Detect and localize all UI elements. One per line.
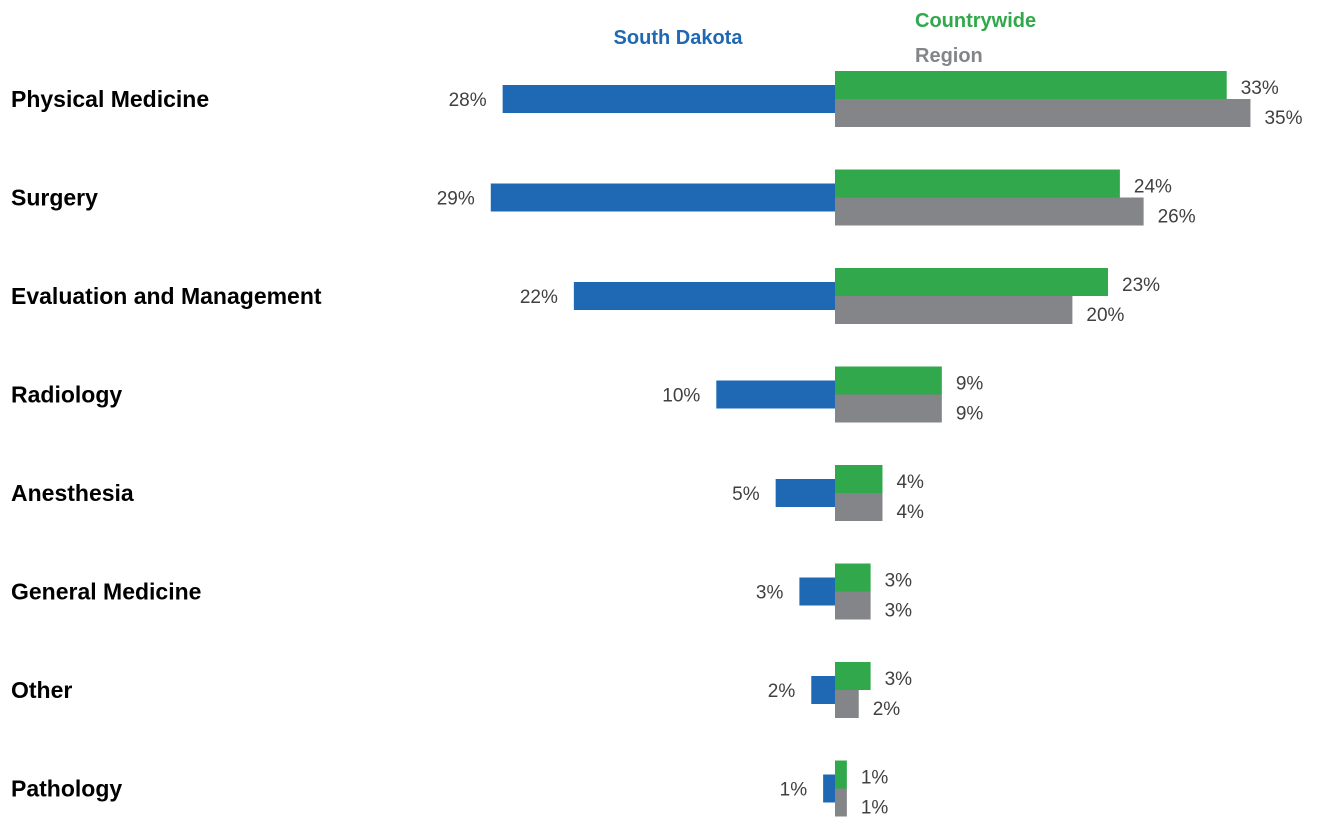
value-labels: 28% 33% 35% 29% 24% 26% 22% 23% 20% 10% 9% 9% 5% 4% 4%… — [437, 78, 1303, 817]
value-label-south-dakota-pathology: 1% — [780, 780, 808, 801]
bar-region-other — [835, 690, 859, 718]
bar-countrywide-anesthesia — [835, 465, 883, 493]
category-label-radiology: Radiology — [11, 382, 122, 408]
bar-countrywide-surgery — [835, 169, 1120, 198]
bar-south-dakota-evaluation-and-management — [573, 282, 835, 310]
value-label-countrywide-evaluation-and-management: 23% — [1122, 275, 1160, 296]
bar-south-dakota-radiology — [716, 380, 835, 409]
category-label-surgery: Surgery — [11, 185, 98, 211]
bar-region-surgery — [835, 197, 1144, 226]
value-label-countrywide-other: 3% — [885, 669, 913, 690]
bar-countrywide-general-medicine — [835, 563, 871, 592]
bar-region-general-medicine — [835, 591, 871, 620]
category-label-pathology: Pathology — [11, 776, 122, 802]
bar-south-dakota-pathology — [823, 774, 835, 803]
bar-south-dakota-other — [811, 676, 835, 704]
value-label-region-anesthesia: 4% — [896, 502, 924, 523]
bar-region-radiology — [835, 394, 942, 423]
bar-countrywide-physical-medicine — [835, 71, 1227, 99]
bar-region-evaluation-and-management — [835, 296, 1073, 324]
category-label-general-medicine: General Medicine — [11, 579, 201, 605]
value-label-countrywide-physical-medicine: 33% — [1241, 78, 1279, 99]
bar-countrywide-radiology — [835, 366, 942, 395]
value-label-south-dakota-evaluation-and-management: 22% — [520, 287, 558, 308]
value-label-region-radiology: 9% — [956, 404, 984, 425]
value-label-countrywide-surgery: 24% — [1134, 177, 1172, 198]
legend: South Dakota Countrywide Region — [614, 10, 1037, 67]
value-label-countrywide-anesthesia: 4% — [896, 472, 924, 493]
bars — [490, 71, 1251, 817]
value-label-region-general-medicine: 3% — [885, 601, 913, 622]
value-label-countrywide-general-medicine: 3% — [885, 571, 913, 592]
bar-region-pathology — [835, 788, 847, 817]
bar-south-dakota-anesthesia — [775, 479, 835, 507]
value-label-south-dakota-general-medicine: 3% — [756, 583, 784, 604]
value-label-countrywide-pathology: 1% — [861, 768, 889, 789]
bar-south-dakota-surgery — [490, 183, 835, 212]
legend-region: Region — [915, 45, 983, 67]
category-label-evaluation-and-management: Evaluation and Management — [11, 283, 322, 309]
value-label-region-pathology: 1% — [861, 798, 889, 817]
value-label-south-dakota-surgery: 29% — [437, 189, 475, 210]
category-labels: Physical Medicine Surgery Evaluation and M… — [11, 86, 322, 802]
category-label-other: Other — [11, 677, 72, 703]
value-label-south-dakota-anesthesia: 5% — [732, 484, 760, 505]
bar-region-anesthesia — [835, 493, 883, 521]
bar-south-dakota-general-medicine — [799, 577, 835, 606]
value-label-region-surgery: 26% — [1158, 207, 1196, 228]
value-label-south-dakota-other: 2% — [768, 681, 796, 702]
value-label-region-other: 2% — [873, 699, 901, 720]
bar-south-dakota-physical-medicine — [502, 85, 835, 113]
legend-south-dakota: South Dakota — [614, 27, 744, 49]
bar-countrywide-other — [835, 662, 871, 690]
value-label-region-evaluation-and-management: 20% — [1086, 305, 1124, 326]
bar-countrywide-evaluation-and-management — [835, 268, 1109, 296]
value-label-south-dakota-physical-medicine: 28% — [449, 90, 487, 111]
bar-region-physical-medicine — [835, 99, 1251, 127]
value-label-countrywide-radiology: 9% — [956, 374, 984, 395]
category-label-physical-medicine: Physical Medicine — [11, 86, 209, 112]
value-label-south-dakota-radiology: 10% — [662, 386, 700, 407]
bar-countrywide-pathology — [835, 760, 847, 789]
value-label-region-physical-medicine: 35% — [1264, 108, 1302, 129]
legend-countrywide: Countrywide — [915, 10, 1036, 32]
category-label-anesthesia: Anesthesia — [11, 480, 134, 506]
